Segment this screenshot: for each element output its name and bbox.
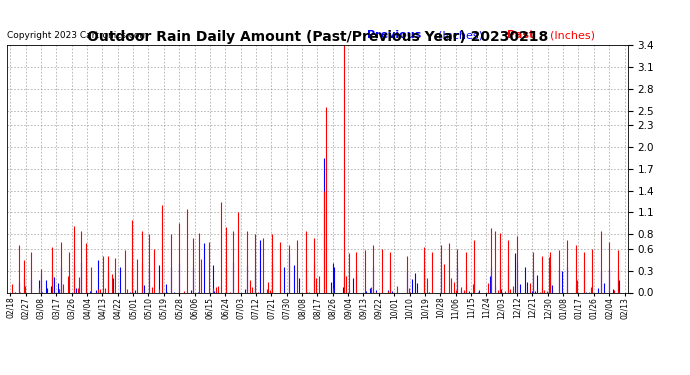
Text: (Inches): (Inches) xyxy=(551,30,595,40)
Text: (Inches): (Inches) xyxy=(439,30,484,40)
Text: Previous: Previous xyxy=(367,30,422,40)
Title: Outdoor Rain Daily Amount (Past/Previous Year) 20230218: Outdoor Rain Daily Amount (Past/Previous… xyxy=(87,30,548,44)
Text: Past: Past xyxy=(506,30,534,40)
Text: Copyright 2023 Cartronics.com: Copyright 2023 Cartronics.com xyxy=(7,31,148,40)
